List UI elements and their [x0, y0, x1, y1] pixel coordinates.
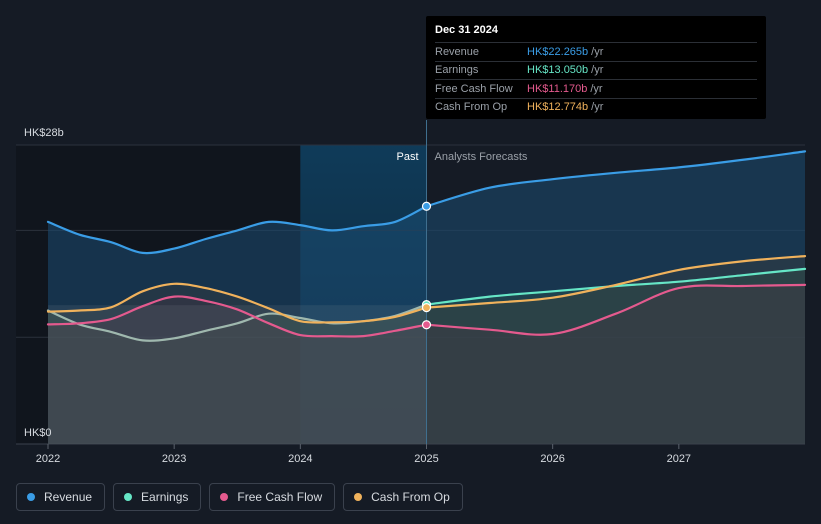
x-tick-label: 2027	[667, 453, 691, 465]
tooltip-value: HK$12.774b	[527, 101, 589, 114]
x-tick-label: 2025	[414, 453, 438, 465]
series-line-cash-from-op-forecast	[425, 255, 807, 309]
legend-dot-icon	[354, 493, 363, 501]
legend-item-free-cash-flow[interactable]: Free Cash Flow	[209, 483, 336, 511]
tooltip-unit: /yr	[591, 101, 604, 114]
legend-item-cash-from-op[interactable]: Cash From Op	[343, 483, 463, 511]
tooltip-label: Revenue	[435, 45, 480, 58]
tooltip-label: Earnings	[435, 64, 479, 77]
tooltip-row-cash-from-op: Cash From Op HK$12.774b /yr	[435, 97, 757, 117]
tooltip-unit: /yr	[591, 45, 604, 58]
legend-dot-icon	[27, 493, 35, 501]
series-line-revenue-forecast	[425, 150, 807, 208]
legend-label: Free Cash Flow	[237, 490, 323, 504]
tooltip-value: HK$13.050b	[527, 64, 589, 77]
marker-revenue	[421, 201, 432, 211]
x-tick-label: 2026	[540, 453, 564, 465]
past-area-wash	[48, 305, 427, 444]
legend-dot-icon	[124, 493, 133, 501]
x-tick-label: 2024	[288, 453, 312, 465]
tooltip-row-revenue: Revenue HK$22.265b /yr	[435, 42, 757, 61]
tooltip-row-free-cash-flow: Free Cash Flow HK$11.170b /yr	[435, 79, 757, 98]
tooltip-unit: /yr	[591, 64, 604, 77]
forecast-label: Analysts Forecasts	[435, 151, 528, 163]
tooltip-row-earnings: Earnings HK$13.050b /yr	[435, 60, 757, 80]
series-line-revenue-past	[46, 205, 428, 255]
series-line-free-cash-flow-forecast	[425, 283, 807, 336]
x-tick-label: 2023	[162, 453, 186, 465]
tooltip-label: Cash From Op	[435, 101, 508, 114]
y-tick-label: HK$28b	[24, 127, 64, 139]
legend-item-revenue[interactable]: Revenue	[16, 483, 106, 511]
data-tooltip: Dec 31 2024 Revenue HK$22.265b /yr Earni…	[426, 16, 766, 119]
tooltip-unit: /yr	[590, 82, 603, 95]
past-label: Past	[396, 151, 418, 163]
legend-label: Revenue	[44, 490, 93, 504]
marker-free-cash-flow	[421, 320, 432, 330]
chart-legend: Revenue Earnings Free Cash Flow Cash Fro…	[16, 483, 463, 511]
legend-dot-icon	[220, 493, 229, 501]
legend-label: Earnings	[141, 490, 189, 504]
tooltip-date: Dec 31 2024	[435, 24, 498, 36]
series-line-free-cash-flow-past	[46, 295, 428, 338]
y-tick-label: HK$0	[24, 427, 52, 439]
tooltip-value: HK$22.265b	[527, 45, 589, 58]
tooltip-label: Free Cash Flow	[435, 82, 513, 95]
x-tick-label: 2022	[36, 453, 60, 465]
marker-cash-from-op	[421, 302, 432, 313]
tooltip-value: HK$11.170b	[527, 82, 588, 95]
series-line-cash-from-op-past	[46, 282, 428, 324]
legend-item-earnings[interactable]: Earnings	[113, 483, 202, 511]
legend-label: Cash From Op	[371, 490, 450, 504]
